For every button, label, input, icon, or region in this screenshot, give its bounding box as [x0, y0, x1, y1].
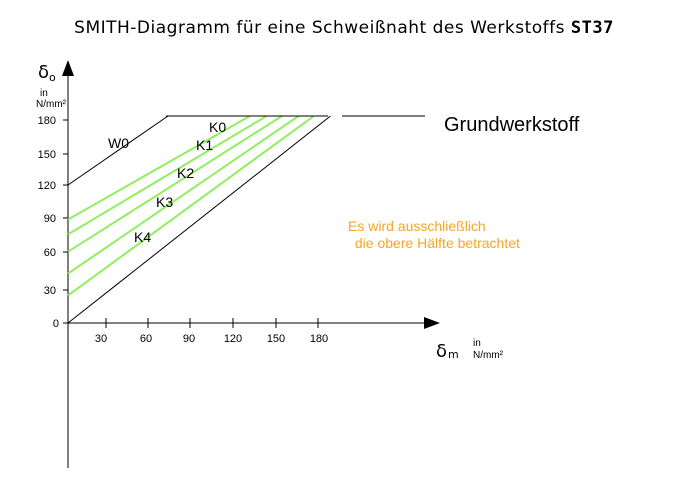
note-line-2: die obere Hälfte betrachtet — [351, 235, 520, 251]
x-axis-unit: N/mm² — [473, 350, 504, 361]
y-axis-unit: N/mm² — [36, 99, 67, 110]
title-text: SMITH-Diagramm für eine Schweißnaht des … — [74, 18, 565, 38]
diagram-title: SMITH-Diagramm für eine Schweißnaht des … — [0, 18, 688, 38]
x-axis-subscript: m — [448, 348, 459, 361]
k4-label: K4 — [134, 229, 151, 245]
w0-label: W0 — [108, 135, 129, 151]
y-tick-label-30: 30 — [44, 285, 56, 297]
k2-label: K2 — [177, 165, 194, 181]
base-material-label: Grundwerkstoff — [444, 114, 580, 136]
y-tick-label-0: 0 — [53, 318, 59, 330]
x-axis-unit-in: in — [473, 338, 481, 349]
y-axis-unit-in: in — [40, 88, 48, 99]
series-line-w0 — [67, 115, 169, 186]
x-tick-label-150: 150 — [267, 333, 285, 345]
x-tick-label-180: 180 — [310, 333, 328, 345]
series-line-grundwerkstoff — [67, 115, 331, 324]
y-axis-arrow — [62, 60, 74, 76]
y-tick-label-180: 180 — [38, 115, 56, 127]
x-axis-arrow — [424, 317, 440, 329]
series-layer — [67, 115, 331, 324]
k3-label: K3 — [156, 194, 173, 210]
x-tick-label-120: 120 — [224, 333, 242, 345]
k0-label: K0 — [209, 119, 226, 135]
x-tick-label-90: 90 — [183, 333, 195, 345]
series-line-k3 — [67, 115, 300, 275]
y-tick-label-60: 60 — [44, 247, 56, 259]
x-axis-symbol: δ — [436, 341, 447, 362]
y-tick-label-120: 120 — [38, 180, 56, 192]
note-line-1: Es wird ausschließlich — [348, 218, 486, 234]
series-line-k1 — [67, 115, 268, 236]
y-axis-subscript: o — [49, 71, 56, 84]
y-tick-marks — [63, 119, 68, 324]
y-tick-label-150: 150 — [38, 149, 56, 161]
series-line-k4 — [67, 115, 315, 297]
x-tick-label-60: 60 — [140, 333, 152, 345]
series-line-k0 — [67, 115, 251, 221]
x-tick-label-30: 30 — [95, 333, 107, 345]
x-tick-marks — [105, 318, 319, 328]
series-line-k2 — [67, 115, 283, 253]
k1-label: K1 — [196, 137, 213, 153]
y-tick-label-90: 90 — [44, 213, 56, 225]
title-material: ST37 — [570, 18, 614, 38]
y-axis-symbol: δ — [38, 62, 49, 83]
